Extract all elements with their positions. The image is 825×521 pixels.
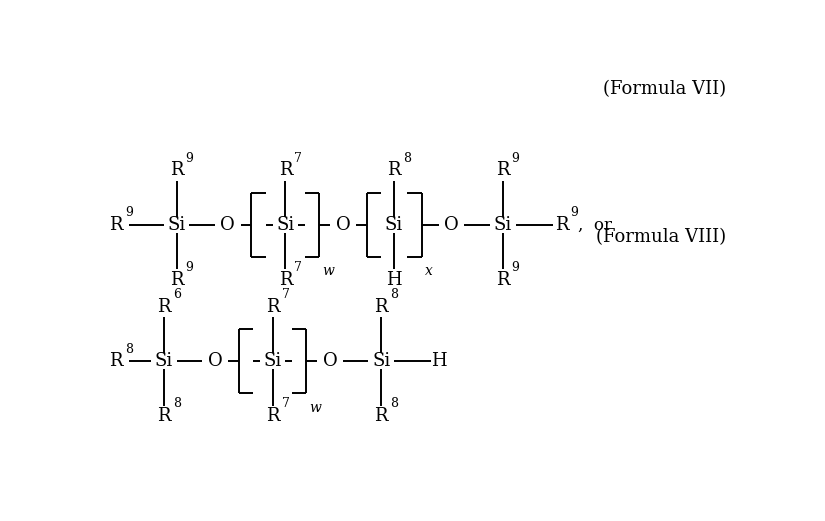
Text: 8: 8 xyxy=(390,288,398,301)
Text: Si: Si xyxy=(263,352,281,370)
Text: O: O xyxy=(336,216,351,234)
Text: R: R xyxy=(170,162,183,179)
Text: 8: 8 xyxy=(172,398,181,411)
Text: R: R xyxy=(266,298,280,316)
Text: R: R xyxy=(279,162,292,179)
Text: R: R xyxy=(266,407,280,425)
Text: x: x xyxy=(425,264,432,278)
Text: R: R xyxy=(554,216,568,234)
Text: 8: 8 xyxy=(125,343,133,356)
Text: 8: 8 xyxy=(390,398,398,411)
Text: 7: 7 xyxy=(281,398,290,411)
Text: 9: 9 xyxy=(571,206,578,219)
Text: R: R xyxy=(109,216,123,234)
Text: 8: 8 xyxy=(403,152,411,165)
Text: 9: 9 xyxy=(186,261,194,274)
Text: w: w xyxy=(309,401,322,415)
Text: 7: 7 xyxy=(281,288,290,301)
Text: 7: 7 xyxy=(295,261,302,274)
Text: (Formula VII): (Formula VII) xyxy=(603,80,727,97)
Text: 6: 6 xyxy=(172,288,181,301)
Text: H: H xyxy=(431,352,446,370)
Text: R: R xyxy=(157,407,171,425)
Text: Si: Si xyxy=(385,216,403,234)
Text: w: w xyxy=(323,264,334,278)
Text: R: R xyxy=(157,298,171,316)
Text: R: R xyxy=(279,270,292,289)
Text: 9: 9 xyxy=(125,206,133,219)
Text: Si: Si xyxy=(493,216,512,234)
Text: 9: 9 xyxy=(512,261,520,274)
Text: Si: Si xyxy=(155,352,173,370)
Text: O: O xyxy=(444,216,459,234)
Text: R: R xyxy=(170,270,183,289)
Text: R: R xyxy=(109,352,123,370)
Text: R: R xyxy=(387,162,401,179)
Text: (Formula VIII): (Formula VIII) xyxy=(596,228,727,246)
Text: R: R xyxy=(375,298,388,316)
Text: O: O xyxy=(208,352,223,370)
Text: ,  or: , or xyxy=(578,217,612,233)
Text: Si: Si xyxy=(276,216,295,234)
Text: O: O xyxy=(323,352,337,370)
Text: H: H xyxy=(386,270,402,289)
Text: 7: 7 xyxy=(295,152,302,165)
Text: Si: Si xyxy=(372,352,390,370)
Text: O: O xyxy=(220,216,235,234)
Text: R: R xyxy=(496,270,510,289)
Text: R: R xyxy=(375,407,388,425)
Text: Si: Si xyxy=(167,216,186,234)
Text: 9: 9 xyxy=(186,152,194,165)
Text: 9: 9 xyxy=(512,152,520,165)
Text: R: R xyxy=(496,162,510,179)
